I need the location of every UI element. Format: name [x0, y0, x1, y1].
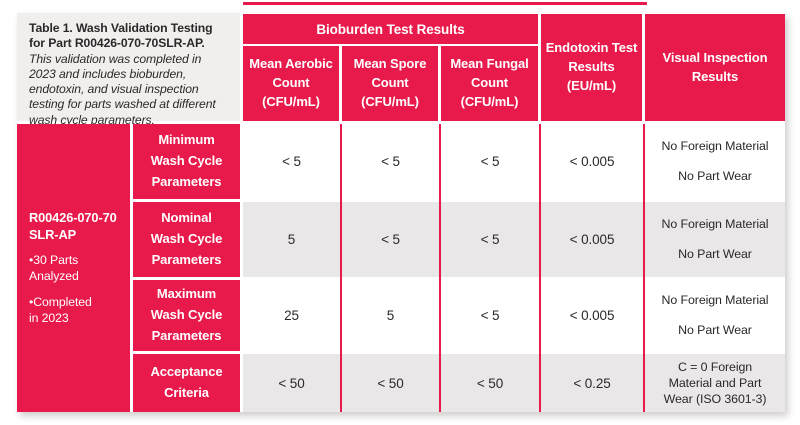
part-note-completed: •Completed in 2023	[29, 295, 92, 326]
cell-nominal-mean-aerobic: 5	[287, 232, 296, 247]
column-separator-1	[340, 124, 342, 412]
row-label-nominal: Nominal Wash Cycle Parameters	[133, 202, 240, 277]
column-header-visual-inspection: Visual Inspection Results	[645, 14, 785, 121]
cell-minimum-mean-aerobic: < 5	[282, 154, 301, 169]
cell-minimum-mean-spore: < 5	[381, 154, 400, 169]
cell-maximum-mean-aerobic: 25	[284, 308, 299, 323]
column-header-endotoxin: Endotoxin Test Results (EU/mL)	[541, 14, 642, 121]
table-caption-title: Table 1. Wash Validation Testing for Par…	[29, 21, 213, 51]
cell-acceptance-mean-aerobic: < 50	[278, 375, 305, 391]
part-note-parts-analyzed: •30 Parts Analyzed	[29, 253, 79, 284]
column-group-header-bioburden: Bioburden Test Results	[243, 14, 538, 44]
row-stripe-nominal	[243, 202, 785, 277]
row-stripe-acceptance	[243, 354, 785, 412]
part-id-text: R00426-070-70 SLR-AP	[29, 209, 117, 243]
cell-maximum-mean-spore: 5	[386, 308, 395, 323]
cell-nominal-visual: No Foreign Material No Part Wear	[661, 217, 769, 261]
column-header-mean-fungal: Mean Fungal Count (CFU/mL)	[441, 46, 538, 121]
column-separator-2	[439, 124, 441, 412]
top-edge-accent	[243, 2, 647, 5]
cell-maximum-endotoxin: < 0.005	[569, 308, 615, 323]
column-separator-3	[539, 124, 541, 412]
cell-maximum-visual: No Foreign Material No Part Wear	[661, 293, 769, 337]
cell-acceptance-visual: C = 0 Foreign Material and Part Wear (IS…	[663, 359, 767, 407]
column-separator-4	[643, 124, 645, 412]
column-header-mean-spore: Mean Spore Count (CFU/mL)	[342, 46, 438, 121]
cell-minimum-mean-fungal: < 5	[480, 154, 500, 169]
row-label-acceptance: Acceptance Criteria	[133, 354, 240, 412]
cell-nominal-mean-fungal: < 5	[480, 232, 500, 247]
part-id-cell: R00426-070-70 SLR-AP •30 Parts Analyzed …	[17, 124, 130, 412]
column-header-mean-aerobic: Mean Aerobic Count (CFU/mL)	[243, 46, 339, 121]
cell-acceptance-endotoxin: < 0.25	[573, 375, 611, 391]
row-label-minimum: Minimum Wash Cycle Parameters	[133, 124, 240, 199]
cell-nominal-endotoxin: < 0.005	[569, 232, 615, 247]
table-caption: Table 1. Wash Validation Testing for Par…	[17, 13, 240, 127]
cell-nominal-mean-spore: < 5	[381, 232, 400, 247]
cell-maximum-mean-fungal: < 5	[480, 308, 500, 323]
cell-acceptance-mean-fungal: < 50	[476, 375, 504, 391]
table-caption-description: This validation was completed in 2023 an…	[29, 51, 216, 127]
cell-acceptance-mean-spore: < 50	[377, 375, 404, 391]
cell-minimum-visual: No Foreign Material No Part Wear	[661, 139, 769, 183]
row-label-maximum: Maximum Wash Cycle Parameters	[133, 280, 240, 351]
cell-minimum-endotoxin: < 0.005	[569, 154, 615, 169]
